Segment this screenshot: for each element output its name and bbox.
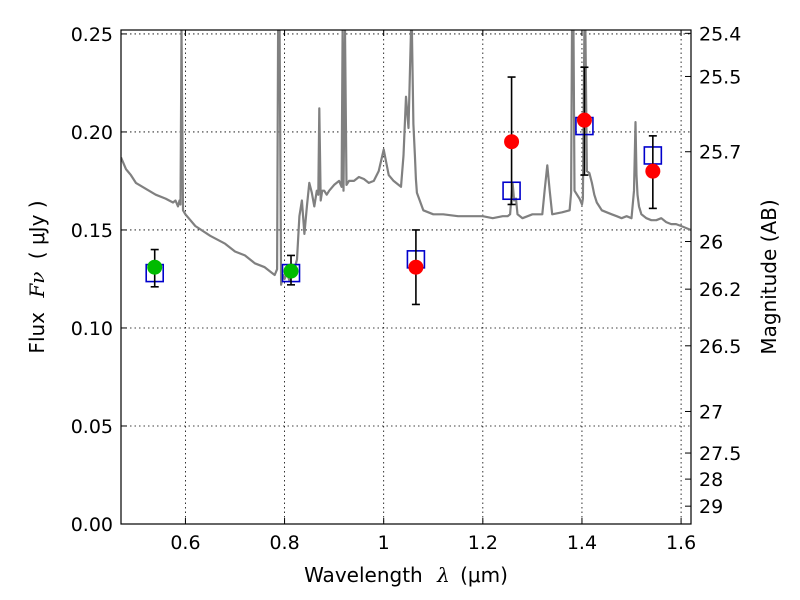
y-axis-title: Flux Fν ( μJy ): [25, 200, 49, 353]
x-tick-label: 1.2: [468, 532, 498, 554]
y2-axis-title: Magnitude (AB): [757, 199, 781, 354]
observed-flux-marker: [645, 163, 661, 179]
y2-tick-label: 29: [699, 496, 723, 518]
spectrum-line: [121, 30, 691, 286]
photometry-point: [502, 76, 521, 206]
x-tick-label: 0.6: [170, 532, 200, 554]
y2-tick-label: 25.5: [699, 66, 741, 88]
y2-tick-label: 28: [699, 469, 723, 491]
y-tick-label: 0.15: [71, 220, 113, 242]
y2-tick-label: 25.4: [699, 23, 741, 45]
y2-tick-label: 26: [699, 232, 723, 254]
plot-frame: [120, 29, 692, 525]
observed-flux-marker: [504, 134, 520, 150]
photometry-point: [575, 66, 594, 176]
observed-flux-marker: [283, 263, 299, 279]
y-tick-label: 0.05: [71, 416, 113, 438]
ticks-layer: 0.6 0.8 1 1.2 1.4 1.6 0.00 0.05 0.10 0.15 0.20 0.25…: [71, 23, 742, 554]
y2-tick-label: 27: [699, 401, 723, 423]
x-axis-title: Wavelength λ (μm): [304, 563, 508, 587]
observed-flux-marker: [147, 259, 163, 275]
y-tick-label: 0.20: [71, 122, 113, 144]
y2-tick-label: 26.5: [699, 336, 741, 358]
x-tick-label: 1: [378, 532, 390, 554]
y2-tick-label: 27.5: [699, 443, 741, 465]
photometry-point: [643, 135, 663, 210]
observed-flux-marker: [576, 112, 592, 128]
x-tick-label: 1.6: [666, 532, 696, 554]
y-tick-label: 0.25: [71, 24, 113, 46]
spectrum-layer: [121, 30, 691, 286]
x-tick-label: 1.4: [567, 532, 597, 554]
photometry-point: [281, 254, 301, 286]
photometry-point: [145, 248, 165, 288]
y-tick-label: 0.10: [71, 318, 113, 340]
observed-flux-marker: [408, 259, 424, 275]
y2-tick-label: 26.2: [699, 279, 741, 301]
y-tick-label: 0.00: [71, 514, 113, 536]
points-layer: [145, 66, 663, 306]
y2-tick-label: 25.7: [699, 142, 741, 164]
x-tick-label: 0.8: [269, 532, 299, 554]
photometry-point: [406, 229, 426, 306]
